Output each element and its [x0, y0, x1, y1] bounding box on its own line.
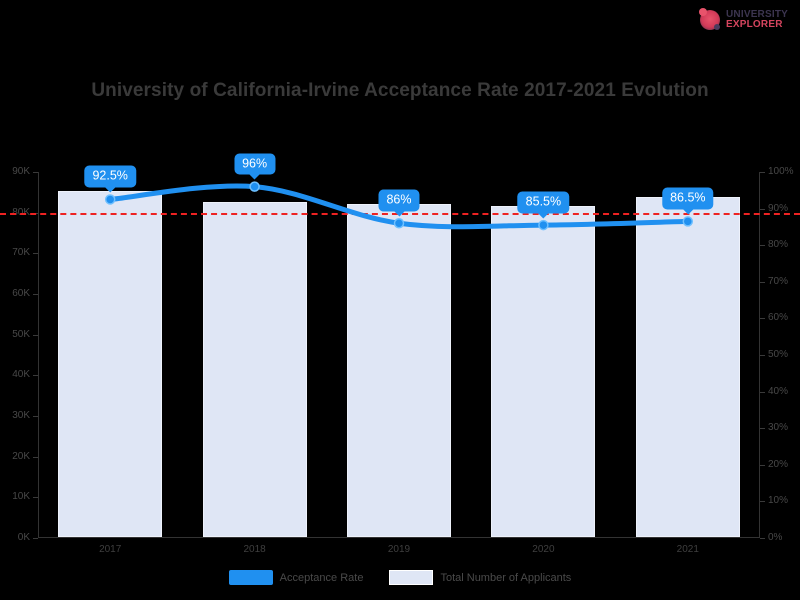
x-axis-label: 2018 [243, 544, 266, 555]
plot-area: 90K 80K 70K 60K 50K 40K 30K 20K 10K 0K 100% 90% 80%… [0, 153, 800, 555]
y-axis-left-label: 70K [12, 247, 30, 259]
brand-logo: UNIVERSITY EXPLORER [698, 6, 790, 34]
y-axis-right-tick [760, 391, 765, 393]
y-axis-left-tick [33, 538, 38, 539]
y-axis-left-tick [33, 334, 38, 336]
legend-label: Acceptance Rate [279, 571, 364, 584]
y-axis-left-label: 30K [12, 410, 30, 421]
y-axis-right-label: 10% [768, 495, 789, 507]
legend-label: Total Number of Applicants [440, 571, 572, 584]
y-axis-right-tick [760, 245, 765, 247]
y-axis-left [38, 172, 39, 538]
data-label: 92.5% [84, 165, 136, 188]
data-label: 86% [378, 189, 420, 212]
y-axis-right-label: 90% [768, 202, 789, 214]
y-axis-left-tick [33, 253, 38, 255]
chart-title: University of California-Irvine Acceptan… [91, 80, 709, 101]
y-axis-right-tick [760, 208, 765, 210]
legend-bar-swatch-icon [389, 570, 434, 585]
y-axis-right-label: 30% [768, 422, 789, 434]
x-axis-label: 2019 [387, 544, 411, 555]
y-axis-left-label: 10K [12, 491, 30, 503]
y-axis-left-tick [33, 497, 38, 499]
y-axis-right-label: 70% [768, 275, 789, 287]
data-label: 85.5% [517, 191, 570, 214]
chart-legend: Acceptance Rate Total Number of Applicant… [0, 570, 800, 585]
data-label: 86.5% [662, 187, 714, 210]
y-axis-right-label: 80% [768, 239, 789, 251]
y-axis-right-label: 60% [768, 312, 789, 324]
y-axis-left-label: 50K [12, 328, 30, 340]
y-axis-left-tick [33, 456, 38, 458]
y-axis-right-tick [760, 501, 765, 503]
y-axis-right-tick [760, 355, 765, 356]
bar [347, 203, 451, 537]
y-axis-right-tick [760, 464, 765, 466]
y-axis-right-label: 100% [768, 166, 794, 177]
circle-logo-icon [698, 8, 722, 32]
legend-line-swatch-icon [228, 570, 273, 585]
y-axis-right-label: 20% [768, 458, 789, 470]
y-axis-left-tick [33, 375, 38, 377]
bar [635, 197, 740, 537]
y-axis-right-tick [760, 281, 765, 283]
y-axis-left-label: 80K [12, 206, 30, 218]
y-axis-right-tick [760, 428, 765, 430]
x-axis-label: 2017 [99, 544, 122, 555]
y-axis-left-label: 90K [12, 166, 30, 177]
legend-item[interactable]: Total Number of Applicants [389, 570, 571, 585]
y-axis-left-label: 60K [12, 288, 30, 299]
y-axis-left-tick [33, 294, 38, 295]
y-axis-right-label: 0% [768, 532, 783, 543]
x-axis-label: 2021 [676, 544, 699, 555]
y-axis-left-label: 20K [12, 450, 30, 462]
y-axis-left-tick [33, 416, 38, 417]
x-axis [38, 537, 760, 538]
y-axis-right-label: 50% [768, 349, 789, 360]
y-axis-right-label: 40% [768, 385, 789, 397]
data-label: 96% [234, 153, 276, 175]
y-axis-right-tick [760, 538, 765, 539]
y-axis-left-label: 40K [12, 369, 30, 381]
y-axis-left-tick [33, 172, 38, 173]
x-axis-label: 2020 [532, 544, 555, 555]
line-marker [249, 181, 260, 192]
y-axis-left-label: 0K [17, 532, 30, 543]
logo-text-line1: UNIVERSITY [726, 8, 789, 20]
y-axis-right [759, 172, 760, 538]
legend-item[interactable]: Acceptance Rate [228, 570, 364, 585]
bar [58, 191, 163, 537]
bar [491, 205, 596, 537]
y-axis-right-tick [760, 318, 765, 320]
bar [202, 201, 307, 537]
y-axis-right-tick [760, 172, 765, 173]
logo-text-line2: EXPLORER [726, 19, 783, 30]
